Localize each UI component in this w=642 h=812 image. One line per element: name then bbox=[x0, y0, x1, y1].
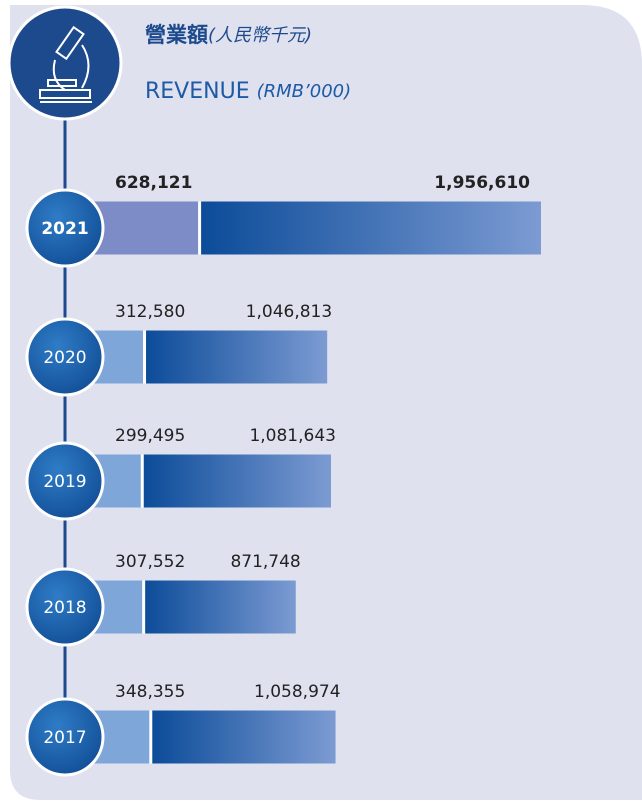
year-circle bbox=[25, 188, 105, 268]
year-label: 2018 bbox=[43, 598, 86, 618]
bar-segment bbox=[142, 454, 331, 508]
bar-segment bbox=[199, 201, 541, 255]
bar-segment bbox=[150, 710, 336, 764]
value-label: 1,081,643 bbox=[249, 426, 336, 446]
icon-circle bbox=[7, 5, 123, 121]
year-circle bbox=[25, 567, 105, 647]
year-circle bbox=[25, 441, 105, 521]
year-label: 2019 bbox=[43, 472, 86, 492]
value-label: 299,495 bbox=[115, 426, 185, 446]
year-label: 2020 bbox=[43, 348, 86, 368]
title-en: REVENUE (RMB’000) bbox=[145, 79, 351, 104]
year-circle bbox=[25, 697, 105, 777]
value-label: 1,058,974 bbox=[254, 682, 341, 702]
microscope-icon bbox=[39, 25, 92, 103]
year-circle bbox=[25, 317, 105, 397]
panel bbox=[10, 5, 642, 800]
value-label: 628,121 bbox=[115, 173, 192, 193]
bar-segment bbox=[143, 580, 296, 634]
value-label: 307,552 bbox=[115, 552, 185, 572]
bar-segment bbox=[90, 201, 200, 255]
value-label: 312,580 bbox=[115, 302, 185, 322]
title-zh: 營業額(人民幣千元) bbox=[145, 23, 312, 47]
value-label: 871,748 bbox=[230, 552, 300, 572]
value-label: 1,046,813 bbox=[246, 302, 333, 322]
value-label: 348,355 bbox=[115, 682, 185, 702]
bar-segment bbox=[144, 330, 328, 384]
year-label: 2021 bbox=[41, 219, 88, 239]
year-label: 2017 bbox=[43, 728, 86, 748]
value-label: 1,956,610 bbox=[434, 173, 530, 193]
